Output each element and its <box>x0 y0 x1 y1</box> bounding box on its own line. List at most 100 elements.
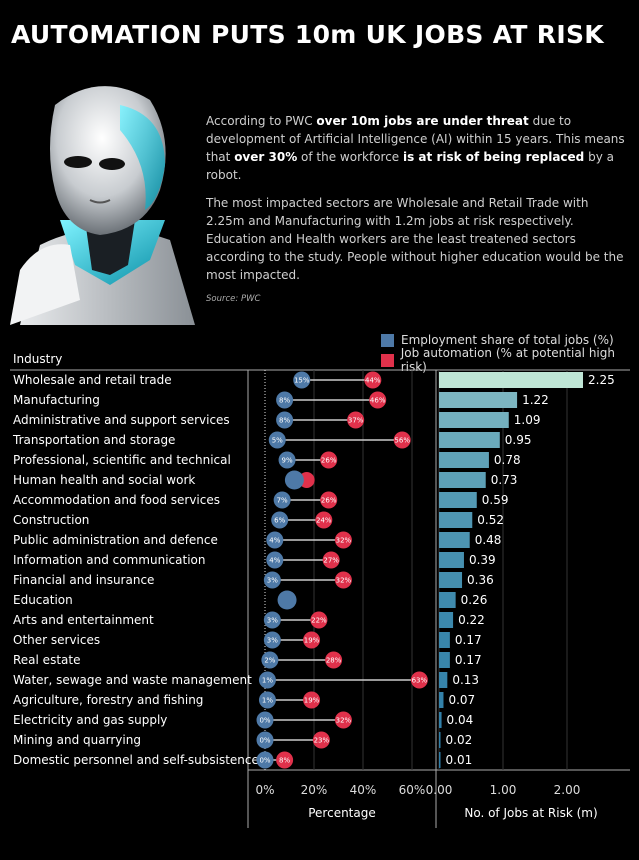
employment-dot <box>256 751 274 769</box>
automation-dot <box>325 651 343 669</box>
employment-dot-label: 6% <box>274 517 285 525</box>
jobs-bar <box>439 372 583 388</box>
intro-paragraph-2: The most impacted sectors are Wholesale … <box>206 196 624 282</box>
employment-dot <box>261 651 279 669</box>
jobs-value-label: 0.59 <box>482 493 509 507</box>
jobs-bar <box>439 692 444 708</box>
industry-header: Industry <box>13 352 63 366</box>
automation-dot-label: 23% <box>314 737 330 745</box>
legend-swatch-automation <box>381 353 394 367</box>
automation-dot <box>393 431 411 449</box>
jobs-tick-label: 0.00 <box>426 783 453 797</box>
employment-dot <box>278 451 296 469</box>
intro-run: is at risk of being replaced <box>403 150 585 164</box>
jobs-value-label: 0.52 <box>477 513 504 527</box>
jobs-tick-label: 2.00 <box>554 783 581 797</box>
automation-dot <box>310 611 328 629</box>
intro-paragraph-1: According to PWC over 10m jobs are under… <box>206 112 626 184</box>
jobs-bar <box>439 732 441 748</box>
industry-label: Construction <box>13 513 89 527</box>
automation-dot-label: 46% <box>370 397 386 405</box>
legend: Employment share of total jobs (%) Job a… <box>381 330 639 374</box>
employment-dot <box>268 431 286 449</box>
robot-illustration <box>10 86 195 325</box>
jobs-bar <box>439 512 473 528</box>
automation-dot <box>369 391 387 409</box>
legend-item-automation: Job automation (% at potential high risk… <box>381 346 639 374</box>
jobs-value-label: 2.25 <box>588 373 615 387</box>
automation-dot <box>276 751 294 769</box>
jobs-bar <box>439 452 489 468</box>
jobs-value-label: 0.17 <box>455 653 482 667</box>
jobs-bar <box>439 632 450 648</box>
jobs-value-label: 1.09 <box>514 413 541 427</box>
automation-dot-label: 24% <box>316 517 332 525</box>
employment-dot <box>276 391 294 409</box>
jobs-value-label: 0.22 <box>458 613 485 627</box>
industry-label: Water, sewage and waste management <box>13 673 252 687</box>
pct-tick-label: 40% <box>350 783 377 797</box>
jobs-value-label: 0.78 <box>494 453 521 467</box>
employment-dot-label: 2% <box>264 657 275 665</box>
automation-dot-label: 26% <box>321 497 337 505</box>
industry-label: Information and communication <box>13 553 205 567</box>
jobs-axis-title: No. of Jobs at Risk (m) <box>464 806 597 820</box>
jobs-tick-label: 1.00 <box>490 783 517 797</box>
jobs-value-label: 0.13 <box>452 673 479 687</box>
automation-dot <box>303 691 321 709</box>
employment-dot-label: 7% <box>277 497 288 505</box>
employment-dot-label: 8% <box>279 417 290 425</box>
automation-dot <box>347 411 365 429</box>
jobs-bar <box>439 672 448 688</box>
employment-dot <box>266 551 284 569</box>
automation-dot-label: 19% <box>304 697 320 705</box>
jobs-value-label: 0.04 <box>447 713 474 727</box>
employment-dot-label: 1% <box>262 677 273 685</box>
automation-dot-label: 27% <box>323 557 339 565</box>
automation-dot-label: 56% <box>394 437 410 445</box>
industry-label: Arts and entertainment <box>13 613 154 627</box>
jobs-bar <box>439 472 486 488</box>
employment-dot <box>256 731 274 749</box>
automation-dot <box>364 371 382 389</box>
automation-dot-label: 19% <box>304 637 320 645</box>
intro-run: over 30% <box>234 150 298 164</box>
employment-dot-label: 15% <box>294 377 310 385</box>
industry-label: Education <box>13 593 73 607</box>
legend-item-employment: Employment share of total jobs (%) <box>381 330 639 350</box>
employment-dot <box>271 511 289 529</box>
industry-label: Administrative and support services <box>13 413 230 427</box>
jobs-value-label: 0.07 <box>448 693 475 707</box>
industry-label: Electricity and gas supply <box>13 713 167 727</box>
automation-dot-label: 8% <box>279 757 290 765</box>
employment-dot <box>258 691 276 709</box>
jobs-value-label: 1.22 <box>522 393 549 407</box>
intro-run: of the workforce <box>297 150 403 164</box>
jobs-bar <box>439 592 456 608</box>
employment-dot-label: 8% <box>279 397 290 405</box>
jobs-bar <box>439 552 464 568</box>
employment-dot-label: 3% <box>267 577 278 585</box>
jobs-value-label: 0.95 <box>505 433 532 447</box>
industry-label: Accommodation and food services <box>13 493 220 507</box>
industry-label: Agriculture, forestry and fishing <box>13 693 203 707</box>
jobs-bar <box>439 612 454 628</box>
employment-dot <box>258 671 276 689</box>
automation-dot-label: 32% <box>336 577 352 585</box>
pct-tick-label: 20% <box>301 783 328 797</box>
jobs-bar <box>439 392 518 408</box>
industry-label: Public administration and defence <box>13 533 218 547</box>
employment-dot-label: 4% <box>269 557 280 565</box>
automation-dot-label: 22% <box>311 617 327 625</box>
jobs-value-label: 0.02 <box>446 733 473 747</box>
employment-dot <box>263 611 281 629</box>
page-title: AUTOMATION PUTS 10m UK JOBS AT RISK <box>11 20 604 49</box>
automation-dot <box>334 711 352 729</box>
automation-dot-label: 44% <box>365 377 381 385</box>
automation-dot <box>334 571 352 589</box>
industry-label: Financial and insurance <box>13 573 154 587</box>
automation-dot <box>334 531 352 549</box>
automation-dot-label: 37% <box>348 417 364 425</box>
pct-tick-label: 0% <box>255 783 274 797</box>
